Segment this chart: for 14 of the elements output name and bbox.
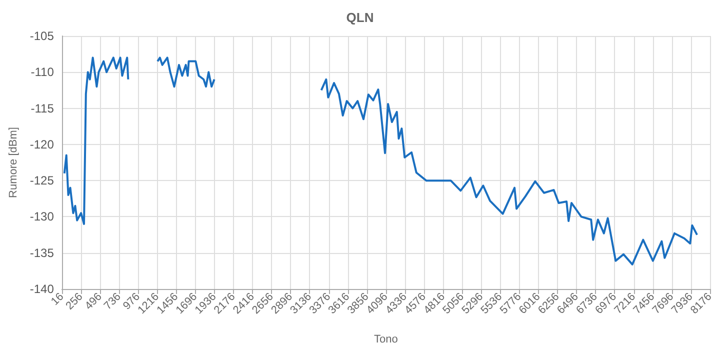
y-tick-label: -140 bbox=[30, 282, 54, 296]
x-axis-title: Tono bbox=[374, 334, 398, 346]
y-tick-label: -115 bbox=[30, 101, 54, 116]
y-tick-label: -125 bbox=[30, 174, 54, 188]
x-tick-label: 256 bbox=[64, 290, 86, 312]
y-tick-label: -105 bbox=[30, 29, 54, 43]
y-tick-label: -130 bbox=[30, 210, 54, 224]
y-tick-label: -135 bbox=[30, 246, 54, 260]
x-tick-label: 496 bbox=[82, 290, 104, 312]
y-tick-label: -110 bbox=[30, 65, 54, 80]
y-axis-title: Rumore [dBm] bbox=[8, 127, 20, 198]
x-tick-label: 736 bbox=[102, 290, 124, 312]
chart-title: QLN bbox=[346, 10, 374, 25]
y-tick-label: -120 bbox=[30, 137, 54, 152]
